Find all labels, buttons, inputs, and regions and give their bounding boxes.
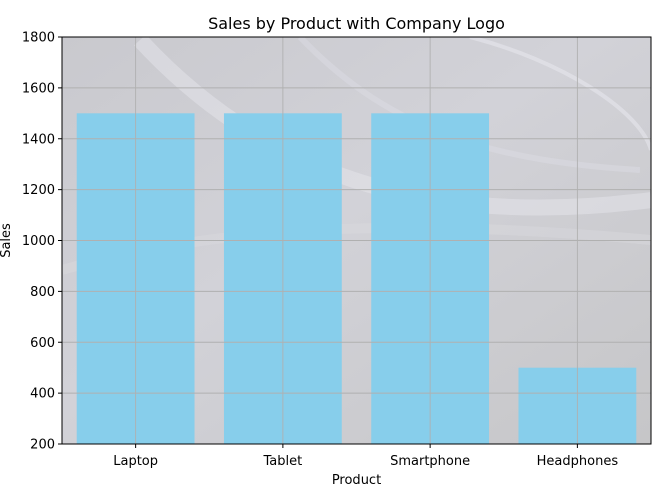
y-tick-label: 1200 — [22, 183, 55, 198]
x-axis: Laptop Tablet Smartphone Headphones — [113, 444, 618, 469]
y-axis: 200 400 600 800 1000 1200 1400 1600 1800 — [22, 31, 62, 453]
x-axis-label: Product — [332, 473, 381, 488]
y-tick-label: 400 — [30, 387, 55, 402]
y-tick-label: 1000 — [22, 234, 55, 249]
x-tick-label-smartphone: Smartphone — [390, 454, 470, 469]
y-tick-label: 1800 — [22, 31, 55, 46]
y-tick-label: 1400 — [22, 132, 55, 147]
y-tick-label: 1600 — [22, 81, 55, 96]
y-tick-label: 200 — [30, 438, 55, 453]
y-axis-label: Sales — [0, 223, 14, 258]
y-tick-label: 800 — [30, 285, 55, 300]
x-tick-label-tablet: Tablet — [263, 454, 303, 469]
x-tick-label-headphones: Headphones — [537, 454, 619, 469]
chart-title: Sales by Product with Company Logo — [208, 14, 505, 33]
x-tick-label-laptop: Laptop — [113, 454, 158, 469]
grid-lines — [62, 36, 651, 445]
y-tick-label: 600 — [30, 336, 55, 351]
